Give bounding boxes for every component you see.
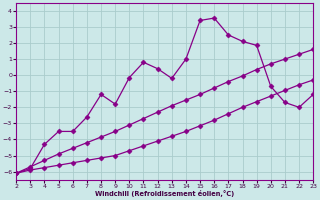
X-axis label: Windchill (Refroidissement éolien,°C): Windchill (Refroidissement éolien,°C)	[95, 190, 234, 197]
